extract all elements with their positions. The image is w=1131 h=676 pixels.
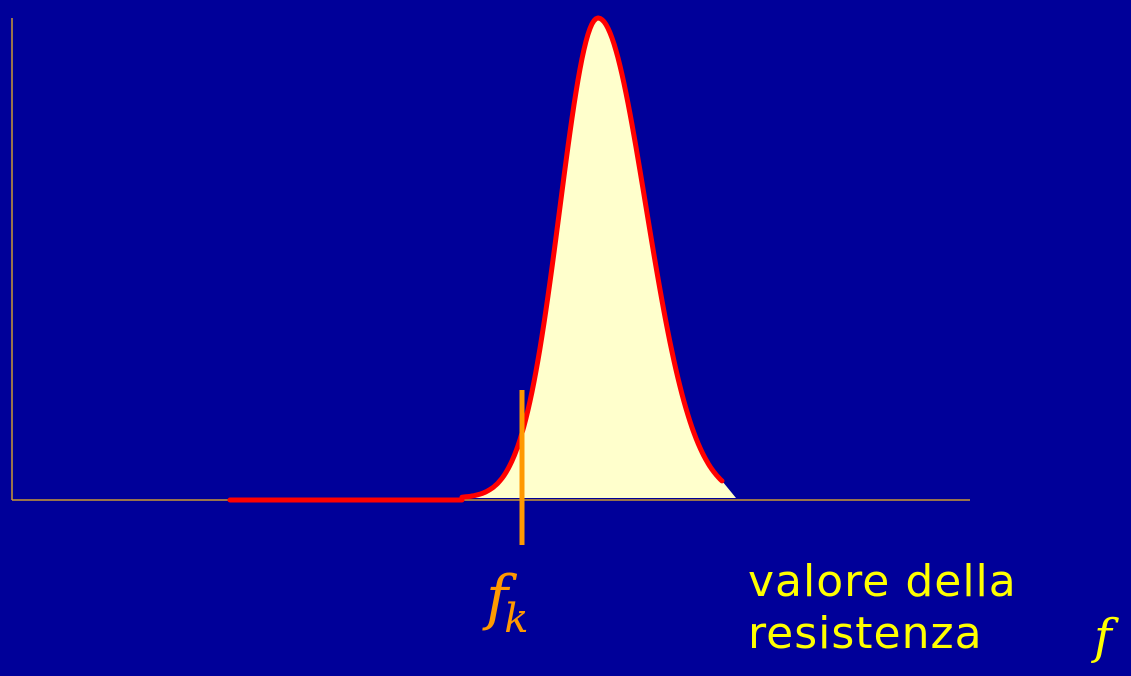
- axis-caption-line2: resistenza: [748, 608, 983, 659]
- density-curve: [459, 15, 725, 500]
- axis-caption: valore della resistenza: [748, 556, 1017, 660]
- axis-caption-line1: valore della: [748, 556, 1017, 607]
- fk-label-main: f: [486, 563, 509, 633]
- density-fill-area: [462, 18, 736, 498]
- fk-label: fk: [486, 568, 532, 642]
- axis-symbol: f: [1094, 609, 1112, 665]
- fk-label-subscript: k: [504, 596, 529, 642]
